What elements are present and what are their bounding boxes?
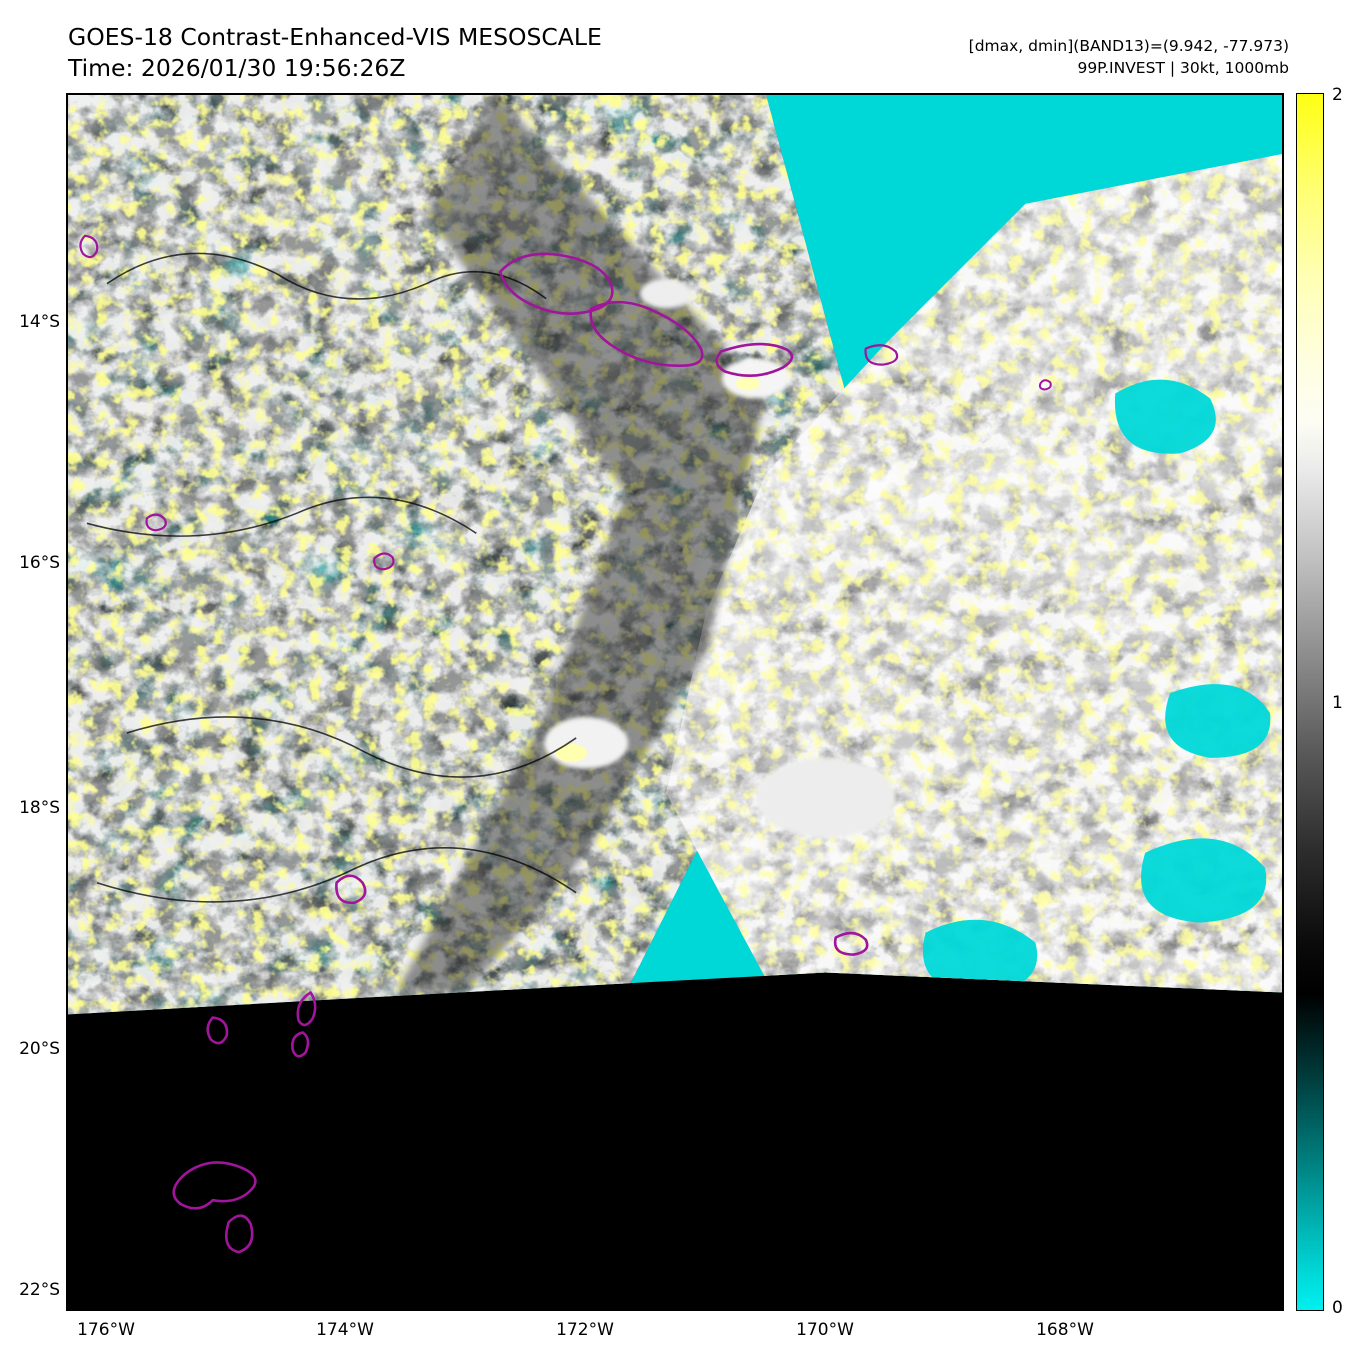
x-tick-label-174w: 174°W	[316, 1320, 374, 1340]
y-tick-label-18s: 18°S	[19, 798, 60, 818]
y-tick-label-16s: 16°S	[19, 553, 60, 573]
transition-band	[396, 94, 766, 993]
x-tick-label-172w: 172°W	[556, 1320, 614, 1340]
colorbar-tick-1: 1	[1332, 693, 1343, 713]
isotherm-contours	[86, 252, 577, 903]
island-coastline-overlay	[79, 234, 1052, 1254]
satellite-image-canvas	[67, 94, 1283, 1310]
x-tick-label-168w: 168°W	[1036, 1320, 1094, 1340]
storm-info-annotation: 99P.INVEST | 30kt, 1000mb	[1077, 59, 1289, 77]
y-tick-label-20s: 20°S	[19, 1039, 60, 1059]
band-range-annotation: [dmax, dmin](BAND13)=(9.942, -77.973)	[968, 37, 1289, 55]
colorbar-tick-0: 0	[1332, 1298, 1343, 1318]
colorbar[interactable]	[1296, 93, 1324, 1311]
y-tick-label-22s: 22°S	[19, 1280, 60, 1300]
x-tick-label-176w: 176°W	[77, 1320, 135, 1340]
x-tick-label-170w: 170°W	[796, 1320, 854, 1340]
convective-tops	[544, 278, 896, 838]
colorbar-tick-2: 2	[1332, 85, 1343, 105]
y-tick-label-14s: 14°S	[19, 312, 60, 332]
plot-border	[67, 94, 1283, 1310]
page-title: GOES-18 Contrast-Enhanced-VIS MESOSCALE	[68, 23, 602, 51]
satellite-image-plot[interactable]: Copyright © 2020-2026 Dapiya	[66, 93, 1284, 1311]
timestamp-label: Time: 2026/01/30 19:56:26Z	[68, 54, 406, 82]
satellite-data-region	[67, 94, 1283, 1015]
